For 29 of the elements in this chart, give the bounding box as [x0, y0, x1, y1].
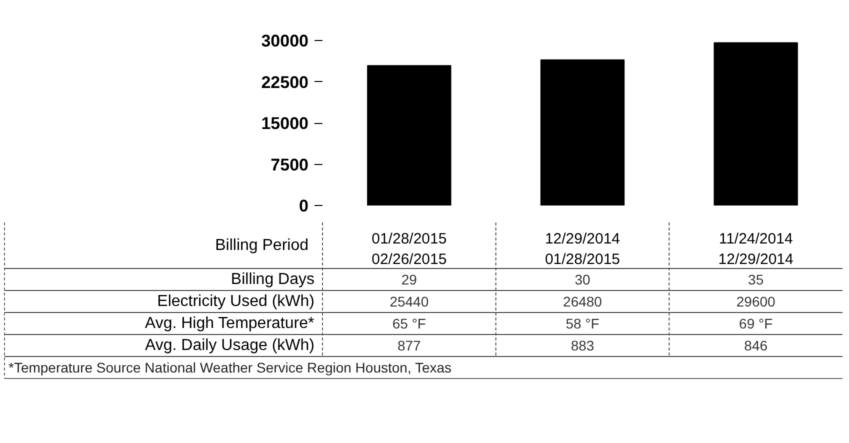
y-tick-label: 30000	[261, 32, 309, 50]
text: 58 °F	[566, 316, 600, 332]
x-tick-label: 12/29/2014 01/28/2015	[544, 230, 620, 268]
text: 35	[748, 272, 764, 288]
text: 877	[397, 338, 422, 354]
text: Electricity Used (kWh)	[157, 293, 315, 310]
text: 65 °F	[392, 316, 426, 332]
y-tick-label: 15000	[261, 114, 309, 133]
text: 29	[401, 272, 418, 288]
text: 846	[744, 338, 768, 354]
y-tick-label: 22500	[261, 72, 309, 92]
y-tick-label: 0	[299, 196, 309, 216]
text: 30	[574, 272, 590, 288]
bar	[714, 42, 798, 206]
x-axis-title: Billing Period	[215, 237, 309, 254]
bar	[367, 65, 452, 206]
text: Billing Days	[230, 271, 315, 288]
y-tick-label: 7500	[270, 155, 309, 174]
text: *Temperature Source National Weather Service Region Houston, Texas	[8, 360, 452, 376]
text: 883	[570, 338, 594, 354]
data-label: 26480	[563, 294, 602, 310]
text: Avg. Daily Usage (kWh)	[144, 337, 314, 354]
x-tick-label: 11/24/2014 12/29/2014	[718, 230, 794, 268]
text: 69 °F	[739, 316, 773, 332]
data-label: 25440	[390, 294, 429, 310]
text: Avg. High Temperature*	[144, 315, 314, 332]
data-label: 29600	[736, 294, 776, 310]
bar	[540, 59, 625, 206]
x-tick-label: 01/28/2015 02/26/2015	[372, 230, 447, 268]
